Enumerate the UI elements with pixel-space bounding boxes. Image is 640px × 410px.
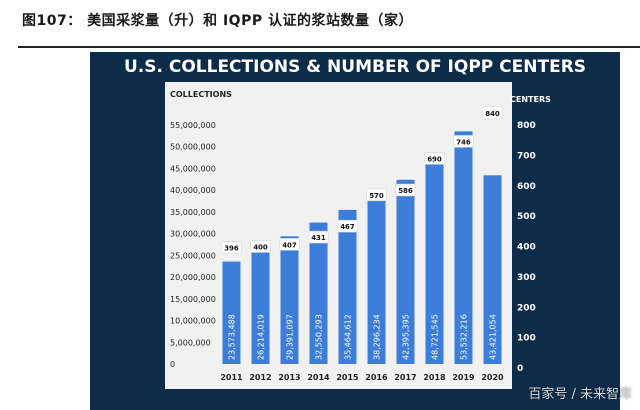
center-count-badge bbox=[221, 241, 242, 254]
caption-divider bbox=[18, 46, 640, 48]
center-count-badge bbox=[337, 219, 358, 233]
y2-tick-label: 500 bbox=[517, 212, 536, 222]
x-tick-label: 2015 bbox=[336, 373, 359, 382]
collection-bar bbox=[251, 250, 270, 364]
y2-tick-label: 300 bbox=[517, 273, 536, 283]
y2-tick-label: 600 bbox=[517, 182, 536, 192]
collection-value-label: 29,391,097 bbox=[286, 314, 295, 360]
y-tick-label: 45,000,000 bbox=[170, 164, 216, 173]
center-count-label: 586 bbox=[398, 187, 413, 195]
collection-value-label: 26,214,019 bbox=[257, 314, 266, 360]
collection-bar bbox=[483, 175, 502, 364]
collection-value-label: 42,395,395 bbox=[402, 314, 411, 360]
y-tick-label: 0 bbox=[170, 360, 175, 369]
collection-bar bbox=[280, 236, 299, 364]
x-tick-label: 2011 bbox=[220, 373, 243, 382]
center-count-badge bbox=[366, 188, 387, 202]
center-count-label: 400 bbox=[253, 244, 268, 252]
collection-bar bbox=[222, 261, 241, 364]
x-tick-label: 2014 bbox=[307, 373, 330, 382]
center-count-label: 407 bbox=[282, 241, 297, 249]
collection-value-label: 35,464,612 bbox=[344, 314, 353, 360]
y-axis-label: COLLECTIONS bbox=[170, 90, 232, 99]
x-tick-label: 2018 bbox=[423, 373, 446, 382]
x-tick-label: 2020 bbox=[481, 373, 504, 382]
x-tick-label: 2016 bbox=[365, 373, 388, 382]
chart-title: U.S. COLLECTIONS & NUMBER OF IQPP CENTER… bbox=[124, 57, 586, 77]
y-tick-label: 30,000,000 bbox=[170, 230, 216, 239]
center-count-label: 467 bbox=[340, 223, 355, 231]
collection-value-label: 23,573,488 bbox=[228, 314, 237, 360]
y2-tick-label: 100 bbox=[517, 334, 536, 344]
watermark: 百家号 / 未来智库 bbox=[528, 387, 632, 402]
y2-tick-label: 700 bbox=[517, 151, 536, 161]
y-tick-label: 25,000,000 bbox=[170, 251, 216, 260]
y-tick-label: 20,000,000 bbox=[170, 273, 216, 282]
y-tick-label: 10,000,000 bbox=[170, 317, 216, 326]
y2-tick-label: 800 bbox=[517, 121, 536, 131]
y-tick-label: 55,000,000 bbox=[170, 121, 216, 130]
collection-value-label: 48,721,545 bbox=[431, 314, 440, 360]
y-tick-label: 15,000,000 bbox=[170, 295, 216, 304]
collection-bar bbox=[338, 209, 357, 364]
collection-bar bbox=[309, 222, 328, 364]
center-count-badge bbox=[395, 183, 416, 197]
center-count-badge bbox=[250, 240, 271, 253]
collection-bar bbox=[367, 197, 386, 364]
center-count-label: 431 bbox=[311, 234, 326, 242]
collection-value-label: 43,421,054 bbox=[489, 314, 498, 360]
y-tick-label: 35,000,000 bbox=[170, 208, 216, 217]
collection-value-label: 53,532,216 bbox=[460, 314, 469, 360]
report-caption: 图107： 美国采浆量（升）和 IQPP 认证的浆站数量（家） bbox=[22, 13, 413, 29]
y-tick-label: 50,000,000 bbox=[170, 143, 216, 152]
center-count-badge bbox=[453, 135, 474, 148]
collection-bar bbox=[425, 152, 444, 364]
x-tick-label: 2013 bbox=[278, 373, 300, 382]
collection-value-label: 32,550,293 bbox=[315, 314, 324, 360]
center-count-label: 570 bbox=[369, 192, 384, 200]
collection-value-label: 38,296,234 bbox=[373, 314, 382, 360]
y2-tick-label: 400 bbox=[517, 243, 536, 253]
center-count-badge bbox=[482, 106, 503, 120]
center-count-label: 746 bbox=[456, 138, 471, 146]
center-count-badge bbox=[308, 230, 329, 244]
x-tick-label: 2012 bbox=[249, 373, 271, 382]
x-tick-label: 2017 bbox=[394, 373, 416, 382]
y-tick-label: 40,000,000 bbox=[170, 186, 216, 195]
x-tick-label: 2019 bbox=[452, 373, 475, 382]
collection-bar bbox=[454, 131, 473, 364]
center-count-label: 690 bbox=[427, 155, 442, 163]
center-count-label: 840 bbox=[485, 110, 500, 118]
collection-bar bbox=[396, 179, 415, 364]
center-count-badge bbox=[424, 152, 445, 165]
y2-tick-label: 200 bbox=[517, 303, 536, 313]
center-count-badge bbox=[279, 238, 300, 251]
center-count-label: 396 bbox=[224, 245, 239, 253]
y2-tick-label: 0 bbox=[517, 364, 523, 374]
y2-axis-label: CENTERS bbox=[510, 95, 551, 104]
y-tick-label: 5,000,000 bbox=[170, 338, 211, 347]
